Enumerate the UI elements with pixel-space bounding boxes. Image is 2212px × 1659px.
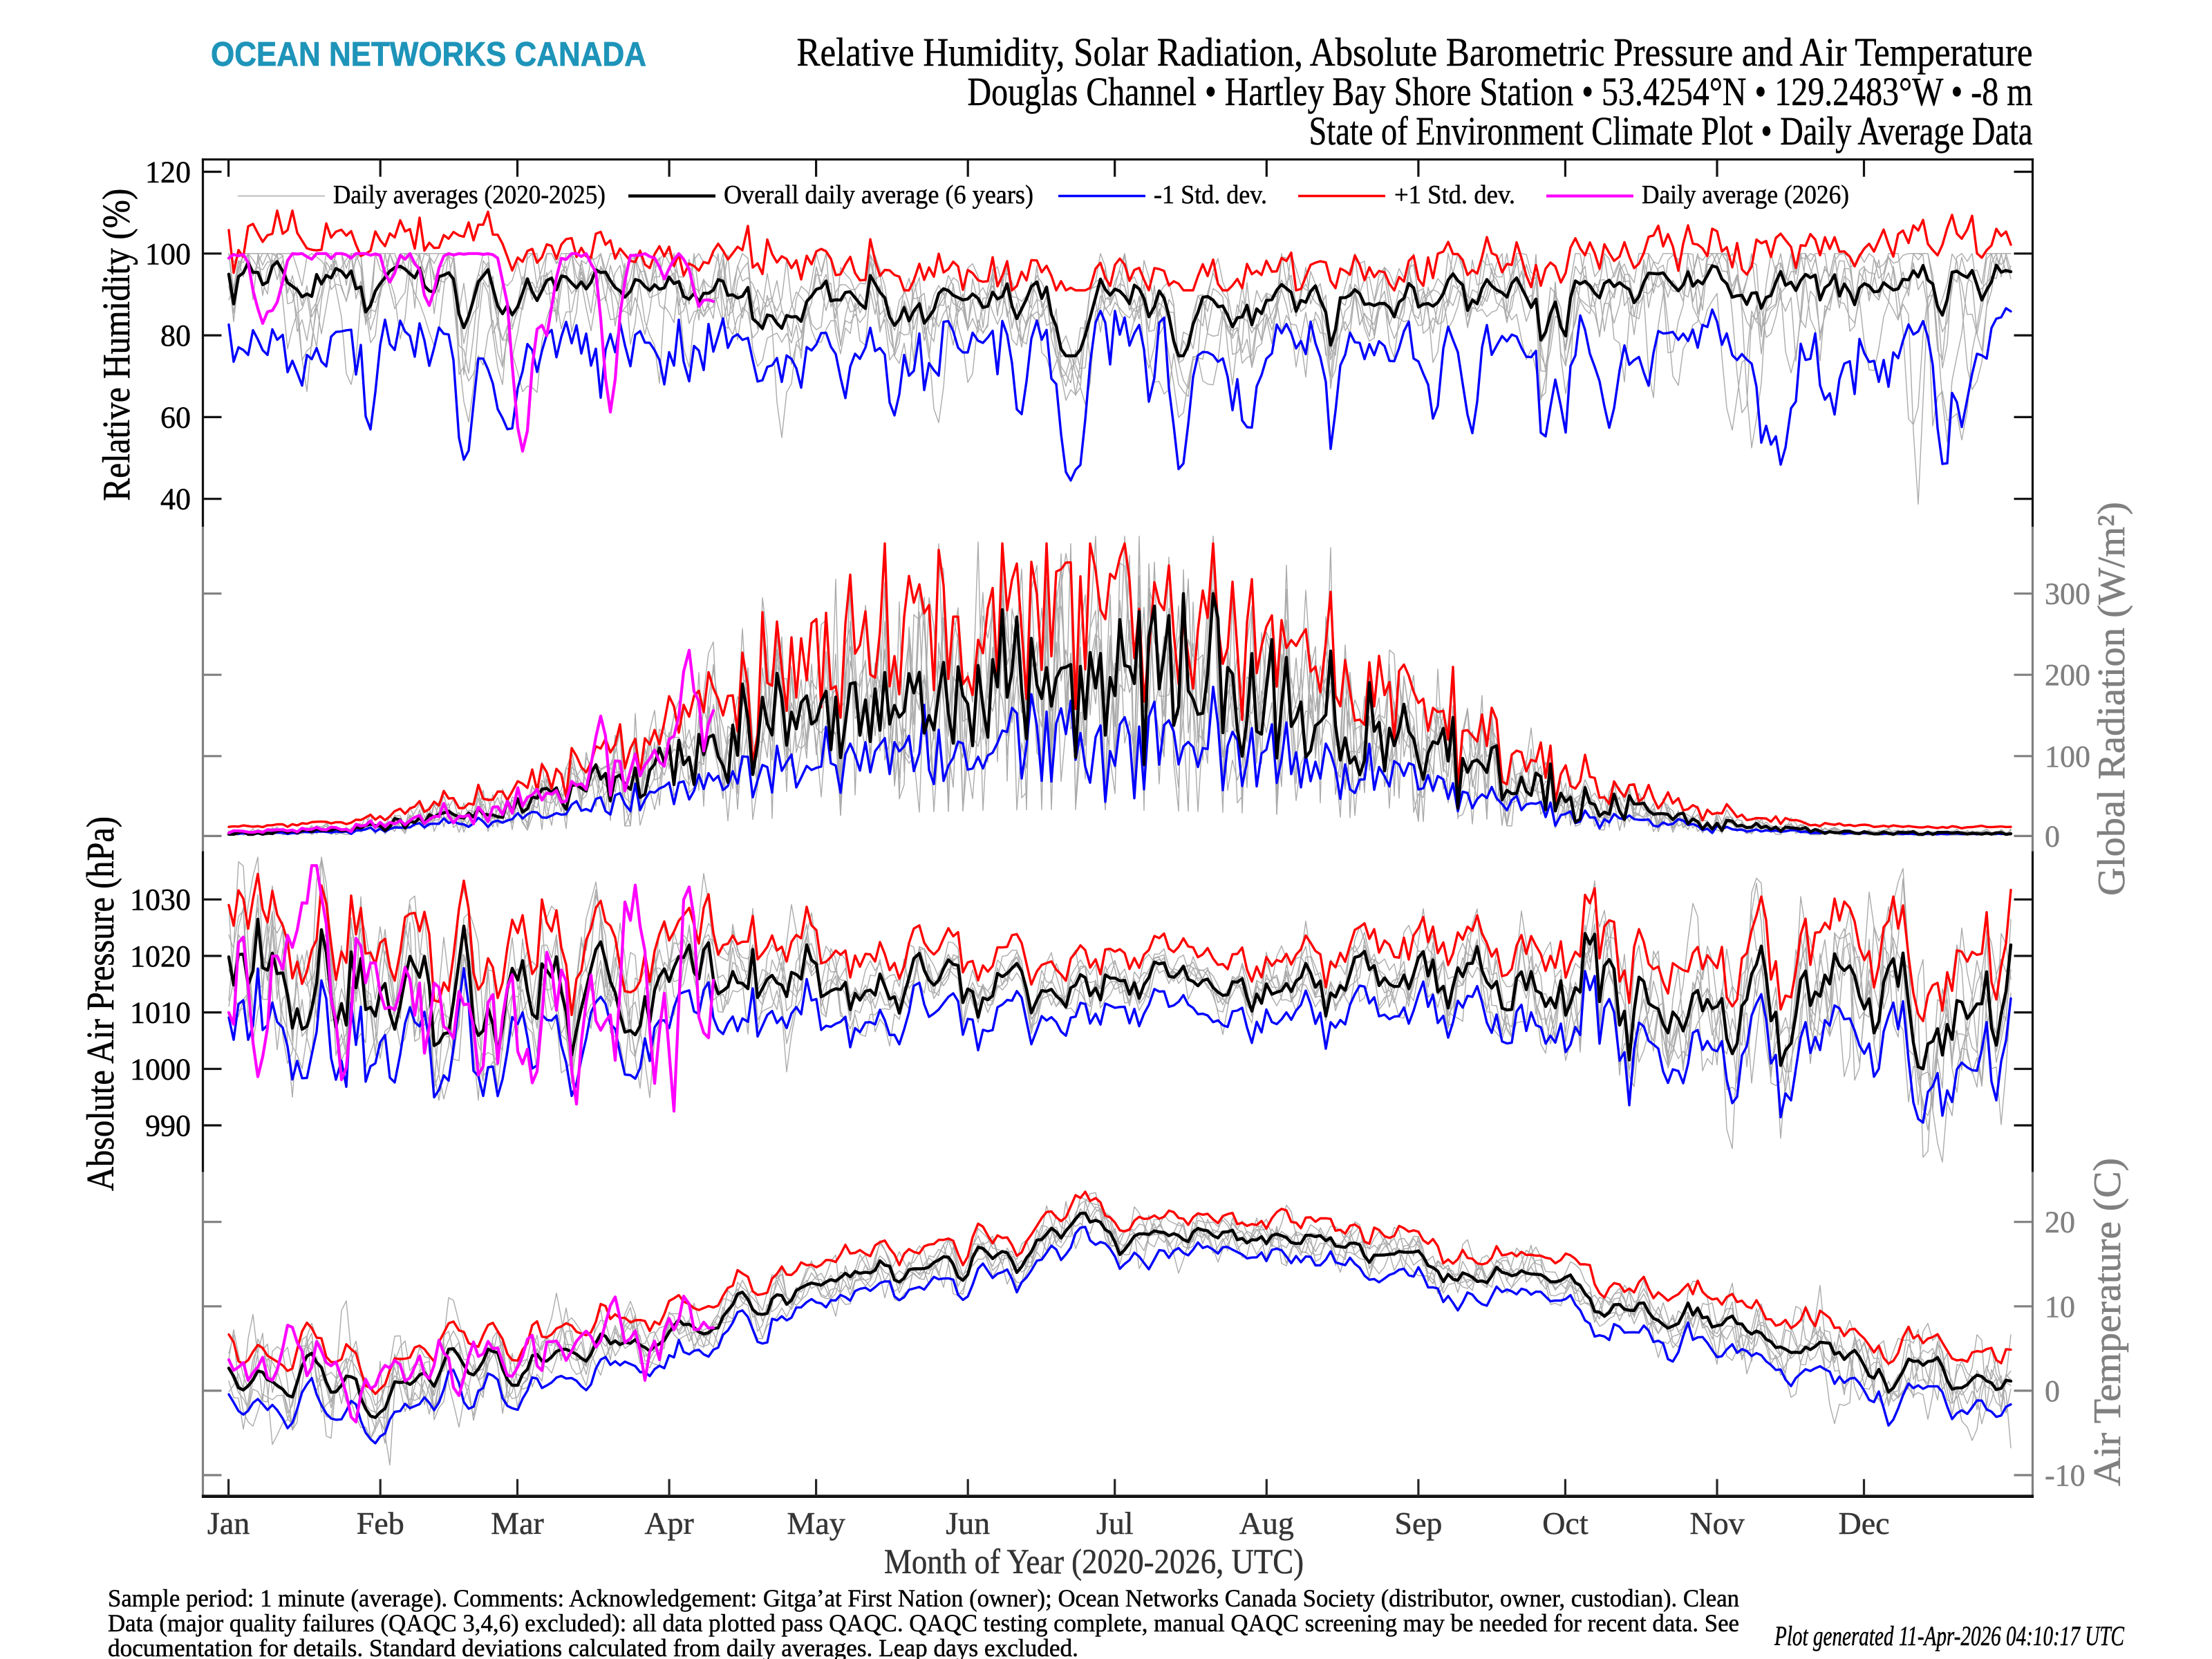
svg-text:Air Temperature (C): Air Temperature (C)	[2086, 1158, 2129, 1486]
svg-text:120: 120	[145, 156, 191, 189]
svg-text:Mar: Mar	[491, 1506, 544, 1541]
svg-text:100: 100	[2045, 740, 2090, 774]
svg-text:990: 990	[145, 1109, 191, 1143]
svg-text:Oct: Oct	[1542, 1506, 1588, 1541]
svg-text:300: 300	[2045, 577, 2090, 611]
svg-text:+1 Std. dev.: +1 Std. dev.	[1394, 180, 1515, 209]
svg-text:Relative Humidity, Solar Radia: Relative Humidity, Solar Radiation, Abso…	[797, 30, 2033, 75]
svg-text:10: 10	[2045, 1290, 2075, 1324]
svg-text:Sep: Sep	[1394, 1506, 1442, 1541]
svg-text:0: 0	[2045, 1374, 2060, 1408]
svg-text:State of Environment Climate P: State of Environment Climate Plot • Dail…	[1309, 109, 2033, 153]
svg-text:Plot generated 11-Apr-2026 04:: Plot generated 11-Apr-2026 04:10:17 UTC	[1774, 1620, 2125, 1651]
svg-text:documentation for details. Sta: documentation for details. Standard devi…	[108, 1634, 1078, 1659]
svg-text:Global Radiation (W/m²): Global Radiation (W/m²)	[2090, 502, 2133, 896]
svg-text:Data (major quality failures (: Data (major quality failures (QAQC 3,4,6…	[108, 1609, 1739, 1637]
svg-text:Aug: Aug	[1239, 1506, 1294, 1541]
svg-text:Jul: Jul	[1096, 1506, 1134, 1541]
svg-text:Jun: Jun	[946, 1506, 990, 1541]
svg-text:Absolute Air Pressure (hPa): Absolute Air Pressure (hPa)	[79, 816, 122, 1191]
svg-text:1030: 1030	[130, 883, 191, 917]
svg-text:Jan: Jan	[207, 1506, 250, 1541]
svg-text:1020: 1020	[130, 939, 191, 973]
svg-text:Month of Year (2020-2026, UTC): Month of Year (2020-2026, UTC)	[884, 1543, 1304, 1582]
svg-text:Overall daily average (6 years: Overall daily average (6 years)	[724, 180, 1033, 209]
svg-text:Feb: Feb	[357, 1506, 404, 1541]
svg-text:Relative Humidity (%): Relative Humidity (%)	[95, 189, 138, 501]
svg-text:100: 100	[145, 237, 191, 271]
svg-text:Nov: Nov	[1689, 1506, 1744, 1541]
svg-text:-1 Std. dev.: -1 Std. dev.	[1154, 180, 1267, 209]
svg-text:60: 60	[160, 400, 191, 434]
svg-text:20: 20	[2045, 1206, 2075, 1239]
svg-text:Douglas Channel • Hartley Bay: Douglas Channel • Hartley Bay Shore Stat…	[968, 69, 2033, 114]
svg-text:Daily averages (2020-2025): Daily averages (2020-2025)	[333, 180, 606, 209]
svg-text:1000: 1000	[130, 1052, 191, 1086]
svg-text:Sample period: 1 minute (avera: Sample period: 1 minute (average). Comme…	[108, 1584, 1739, 1612]
svg-text:Apr: Apr	[644, 1506, 694, 1541]
svg-text:40: 40	[160, 482, 191, 516]
svg-text:Dec: Dec	[1838, 1506, 1889, 1541]
svg-text:OCEAN NETWORKS CANADA: OCEAN NETWORKS CANADA	[211, 36, 646, 73]
svg-text:0: 0	[2045, 819, 2060, 853]
svg-text:Daily average (2026): Daily average (2026)	[1642, 180, 1849, 209]
svg-text:-10: -10	[2045, 1459, 2086, 1492]
svg-text:1010: 1010	[130, 996, 191, 1030]
svg-text:May: May	[787, 1506, 845, 1541]
svg-text:80: 80	[160, 319, 191, 353]
svg-text:200: 200	[2045, 658, 2090, 692]
